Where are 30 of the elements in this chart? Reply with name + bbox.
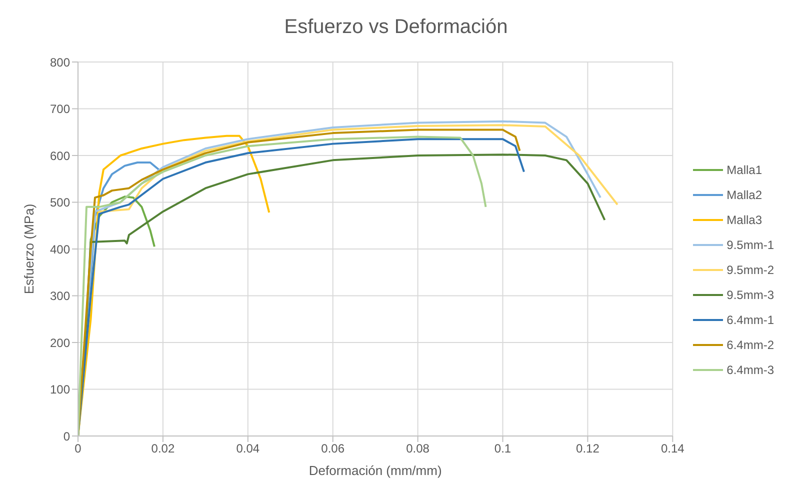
y-tick-label: 200 [50, 336, 70, 350]
legend-label: 6.4mm-2 [726, 338, 774, 352]
y-tick-label: 700 [50, 102, 70, 116]
legend-label: Malla1 [726, 163, 762, 177]
legend-label: Malla3 [726, 213, 762, 227]
legend-label: 6.4mm-3 [726, 363, 774, 377]
x-tick-label: 0.08 [406, 442, 430, 456]
legend-label: 9.5mm-3 [726, 288, 774, 302]
x-tick-label: 0.06 [321, 442, 345, 456]
x-tick-label: 0.02 [151, 442, 175, 456]
legend-label: 9.5mm-1 [726, 238, 774, 252]
chart-title: Esfuerzo vs Deformación [283, 15, 509, 40]
y-axis-title: Esfuerzo (MPa) [22, 204, 37, 294]
x-tick-label: 0.14 [660, 442, 685, 456]
x-tick-label: 0.12 [576, 442, 600, 456]
y-tick-label: 500 [50, 196, 70, 210]
x-tick-label: 0 [74, 442, 82, 456]
y-tick-label: 800 [50, 55, 70, 70]
legend-label: Malla2 [726, 188, 762, 202]
x-tick-label: 0.1 [494, 442, 512, 456]
y-tick-label: 300 [50, 289, 70, 304]
y-tick-label: 400 [50, 242, 70, 256]
x-tick-label: 0.04 [236, 442, 260, 456]
x-axis-title: Deformación (mm/mm) [308, 463, 442, 478]
legend-label: 6.4mm-1 [726, 313, 774, 327]
line-series [78, 134, 270, 436]
y-tick-label: 0 [63, 429, 70, 444]
y-tick-label: 600 [50, 148, 70, 163]
y-tick-label: 100 [50, 382, 70, 397]
legend-label: 9.5mm-2 [726, 263, 774, 277]
